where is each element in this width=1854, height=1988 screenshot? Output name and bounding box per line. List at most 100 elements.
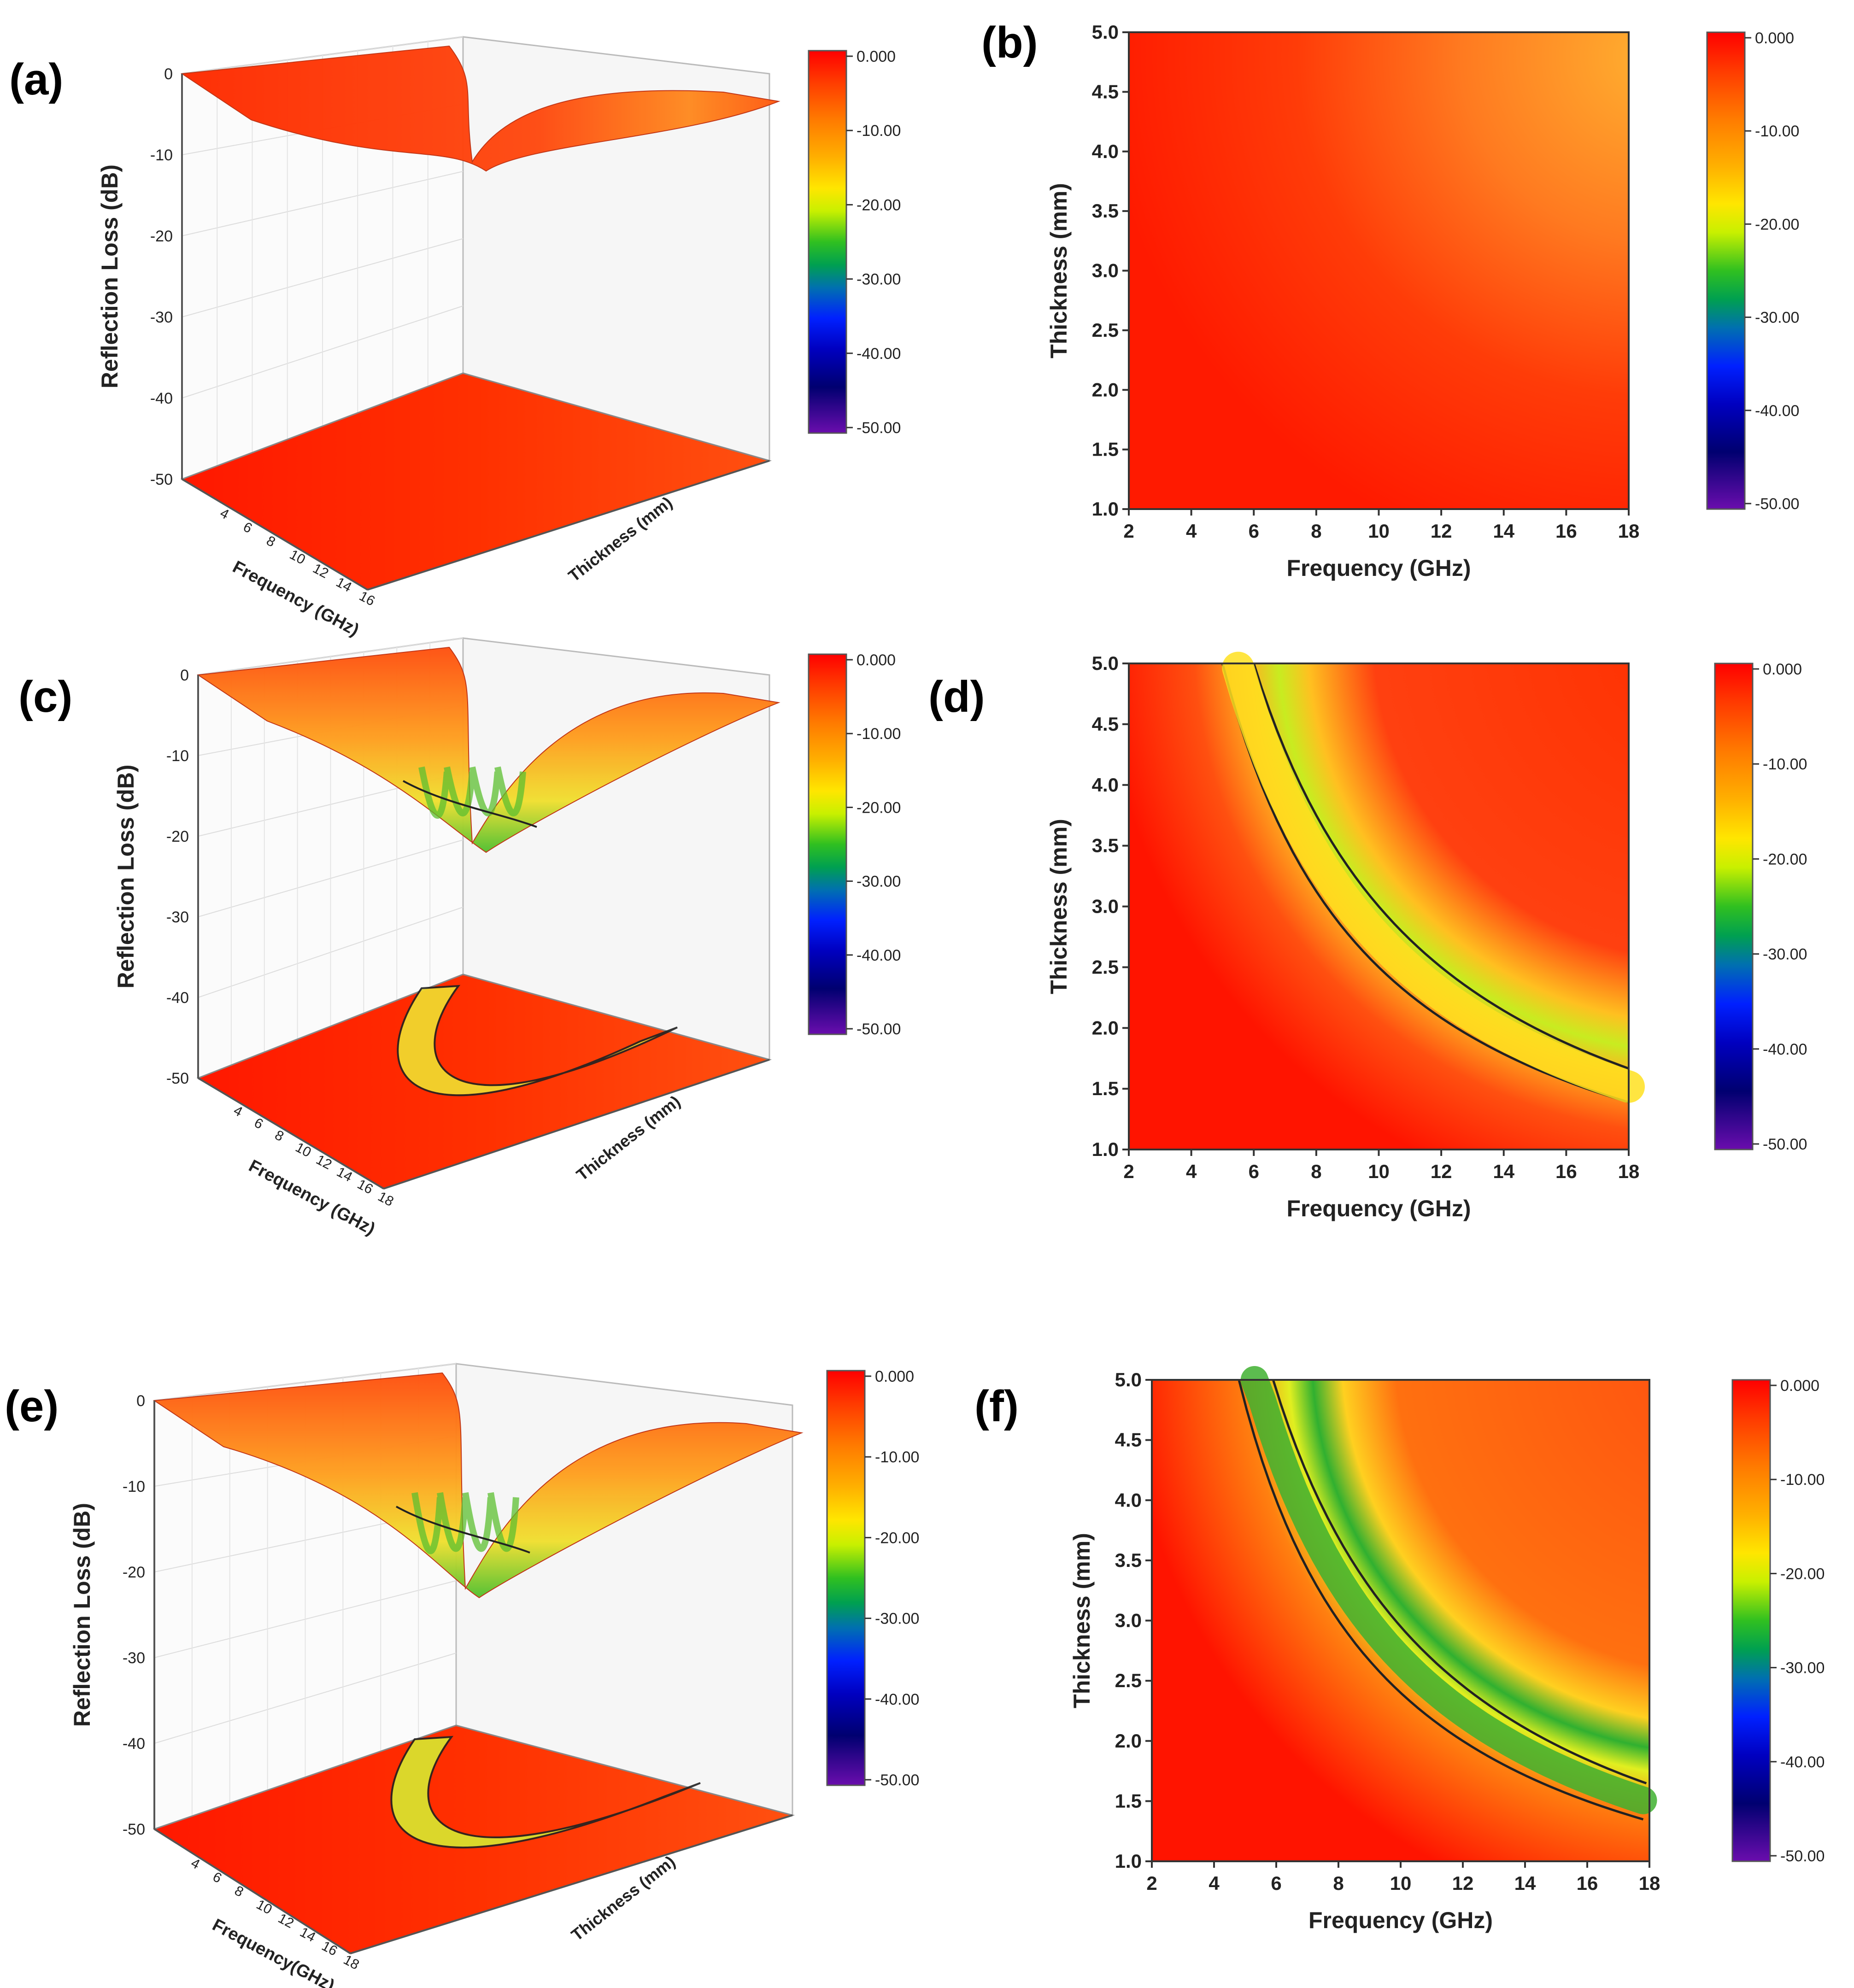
colorbar-tick-label: -30.00 <box>1755 309 1799 327</box>
colorbar-tick-label: -40.00 <box>1755 402 1799 420</box>
heatmap-field <box>1129 32 1629 509</box>
x-tick-label: 12 <box>1431 520 1452 542</box>
rl-surface <box>153 1372 804 1599</box>
colorbar-tick-label: -10.00 <box>857 122 901 140</box>
x-axis <box>181 478 368 591</box>
contour-map-b: 2 4 6 8 10 12 14 16 18 5.0 4.5 4.0 3.5 3.0 2.5 2.0 1.5 1.… <box>1046 21 1639 581</box>
x-tick-label: 6 <box>1271 1872 1281 1894</box>
x-tick-label: 12 <box>1431 1161 1452 1182</box>
colorbar-tick-label: 0.000 <box>1780 1377 1819 1395</box>
z-tick-label: -40 <box>166 989 189 1007</box>
y-axis-label: Thickness (mm) <box>1046 819 1072 994</box>
y-tick-label: 1.0 <box>1115 1850 1142 1872</box>
x-tick-label: 6 <box>1249 1161 1259 1182</box>
x-tick-label: 18 <box>1618 1161 1640 1182</box>
z-tick-label: -30 <box>150 309 173 326</box>
colorbar-tick-label: -20.00 <box>857 196 901 214</box>
colorbar-gradient <box>808 653 847 1035</box>
x-axis <box>197 1077 384 1190</box>
z-axis-label: Reflection Loss (dB) <box>97 164 123 388</box>
y-tick-label: 1.5 <box>1092 439 1119 460</box>
colorbar-tick-label: -20.00 <box>1780 1565 1825 1583</box>
z-tick-label: -40 <box>150 390 173 407</box>
y-tick-label: 2.0 <box>1092 379 1119 400</box>
colorbar-tick-label: -30.00 <box>1780 1660 1825 1677</box>
z-tick-label: -10 <box>166 747 189 765</box>
z-tick-label: -30 <box>123 1649 145 1667</box>
rl-dip-lobes <box>411 1492 519 1554</box>
floor-absorption-band <box>397 985 678 1097</box>
x-tick-label: 18 <box>1639 1872 1660 1894</box>
colorbar-gradient <box>808 50 847 434</box>
x-axis-label: Frequency (GHz) <box>1308 1907 1493 1933</box>
x-tick-label: 4 <box>1209 1872 1220 1894</box>
x-tick-label: 16 <box>1555 520 1577 542</box>
x-tick-label: 10 <box>1368 1161 1390 1182</box>
y-tick-label: 4.5 <box>1092 81 1119 102</box>
y-tick-label: 3.5 <box>1115 1549 1142 1571</box>
z-axis-label: Reflection Loss (dB) <box>113 764 139 988</box>
colorbar-tick-label: -10.00 <box>1763 756 1807 773</box>
contour-line-0 <box>1238 1379 1644 1821</box>
x-axis-label: Frequency (GHz) <box>1286 1196 1471 1221</box>
y-tick-label: 4.0 <box>1092 141 1119 162</box>
z-tick-label: -20 <box>166 828 189 845</box>
colorbar-tick-label: -30.00 <box>875 1610 919 1628</box>
y-tick-label: 1.0 <box>1092 498 1119 520</box>
x-tick-label: 14 <box>1493 1161 1514 1182</box>
colorbar-tick-label: -30.00 <box>857 873 901 891</box>
colorbar-tick-label: -20.00 <box>1755 216 1799 233</box>
y-tick-label: 2.5 <box>1092 956 1119 978</box>
y-tick-label: 2.0 <box>1115 1730 1142 1752</box>
colorbar-tick-label: -10.00 <box>1755 123 1799 140</box>
x-tick-label: 8 <box>1311 520 1321 542</box>
panel-label-b: (b) <box>981 18 1038 67</box>
panel-label-d: (d) <box>928 672 985 721</box>
colorbar-tick-label: -50.00 <box>1755 495 1799 513</box>
y-tick-label: 2.0 <box>1092 1017 1119 1038</box>
surface-contour-line <box>396 1506 530 1554</box>
colorbar-tick-label: 0.000 <box>857 651 896 669</box>
z-tick-label: -50 <box>123 1821 145 1838</box>
y-axis-label: Thickness (mm) <box>1069 1533 1095 1708</box>
colorbar-c: 0.000 -10.00 -20.00 -30.00 -40.00 -50.00 <box>808 651 901 1038</box>
contour-line-1 <box>1252 663 1629 1070</box>
rl-dip-lobes <box>418 766 526 819</box>
colorbar-tick-label: -50.00 <box>1780 1847 1825 1865</box>
x-tick-label: 14 <box>1493 520 1514 542</box>
colorbar-gradient <box>1706 31 1746 510</box>
z-axis-label: Reflection Loss (dB) <box>69 1503 95 1727</box>
x-tick-label: 8 <box>272 1127 286 1144</box>
z-tick-label: -10 <box>150 147 173 164</box>
x-tick-label: 6 <box>210 1869 224 1886</box>
y-tick-label: 3.0 <box>1115 1610 1142 1631</box>
y-tick-label: 1.0 <box>1092 1138 1119 1160</box>
x-axis <box>153 1828 351 1954</box>
x-tick-label: 8 <box>232 1883 246 1900</box>
rl-surface <box>197 646 780 853</box>
y-tick-label: 2.5 <box>1092 319 1119 341</box>
x-tick-label: 6 <box>1249 520 1259 542</box>
contour-map-d: 2 4 6 8 10 12 14 16 18 5.0 4.5 4.0 3.5 3.0 2.5 2.0 1.5 1.… <box>1046 651 1645 1221</box>
colorbar-tick-label: -50.00 <box>875 1771 919 1789</box>
colorbar-tick-label: 0.000 <box>857 48 896 65</box>
x-tick-label: 16 <box>357 588 377 609</box>
y-tick-label: 3.5 <box>1092 835 1119 856</box>
rl-surface <box>181 45 780 172</box>
colorbar-tick-label: -40.00 <box>857 345 901 363</box>
absorption-band <box>1222 651 1645 1103</box>
panel-label-a: (a) <box>9 55 63 104</box>
colorbar-tick-label: -10.00 <box>875 1448 919 1466</box>
x-axis-label: Frequency (GHz) <box>1286 555 1471 581</box>
x-tick-label: 10 <box>1368 520 1390 542</box>
surface-contour-line <box>403 780 537 828</box>
panel-label-f: (f) <box>974 1382 1019 1431</box>
z-tick-label: -30 <box>166 909 189 926</box>
x-tick-label: 16 <box>1555 1161 1577 1182</box>
colorbar-a: 0.000 -10.00 -20.00 -30.00 -40.00 -50.00 <box>808 48 901 437</box>
y-tick-label: 3.0 <box>1092 896 1119 917</box>
colorbar-tick-label: -30.00 <box>857 271 901 288</box>
colorbar-tick-label: -30.00 <box>1763 946 1807 963</box>
colorbar-tick-label: 0.000 <box>875 1368 914 1385</box>
colorbar-tick-label: -50.00 <box>857 1020 901 1038</box>
